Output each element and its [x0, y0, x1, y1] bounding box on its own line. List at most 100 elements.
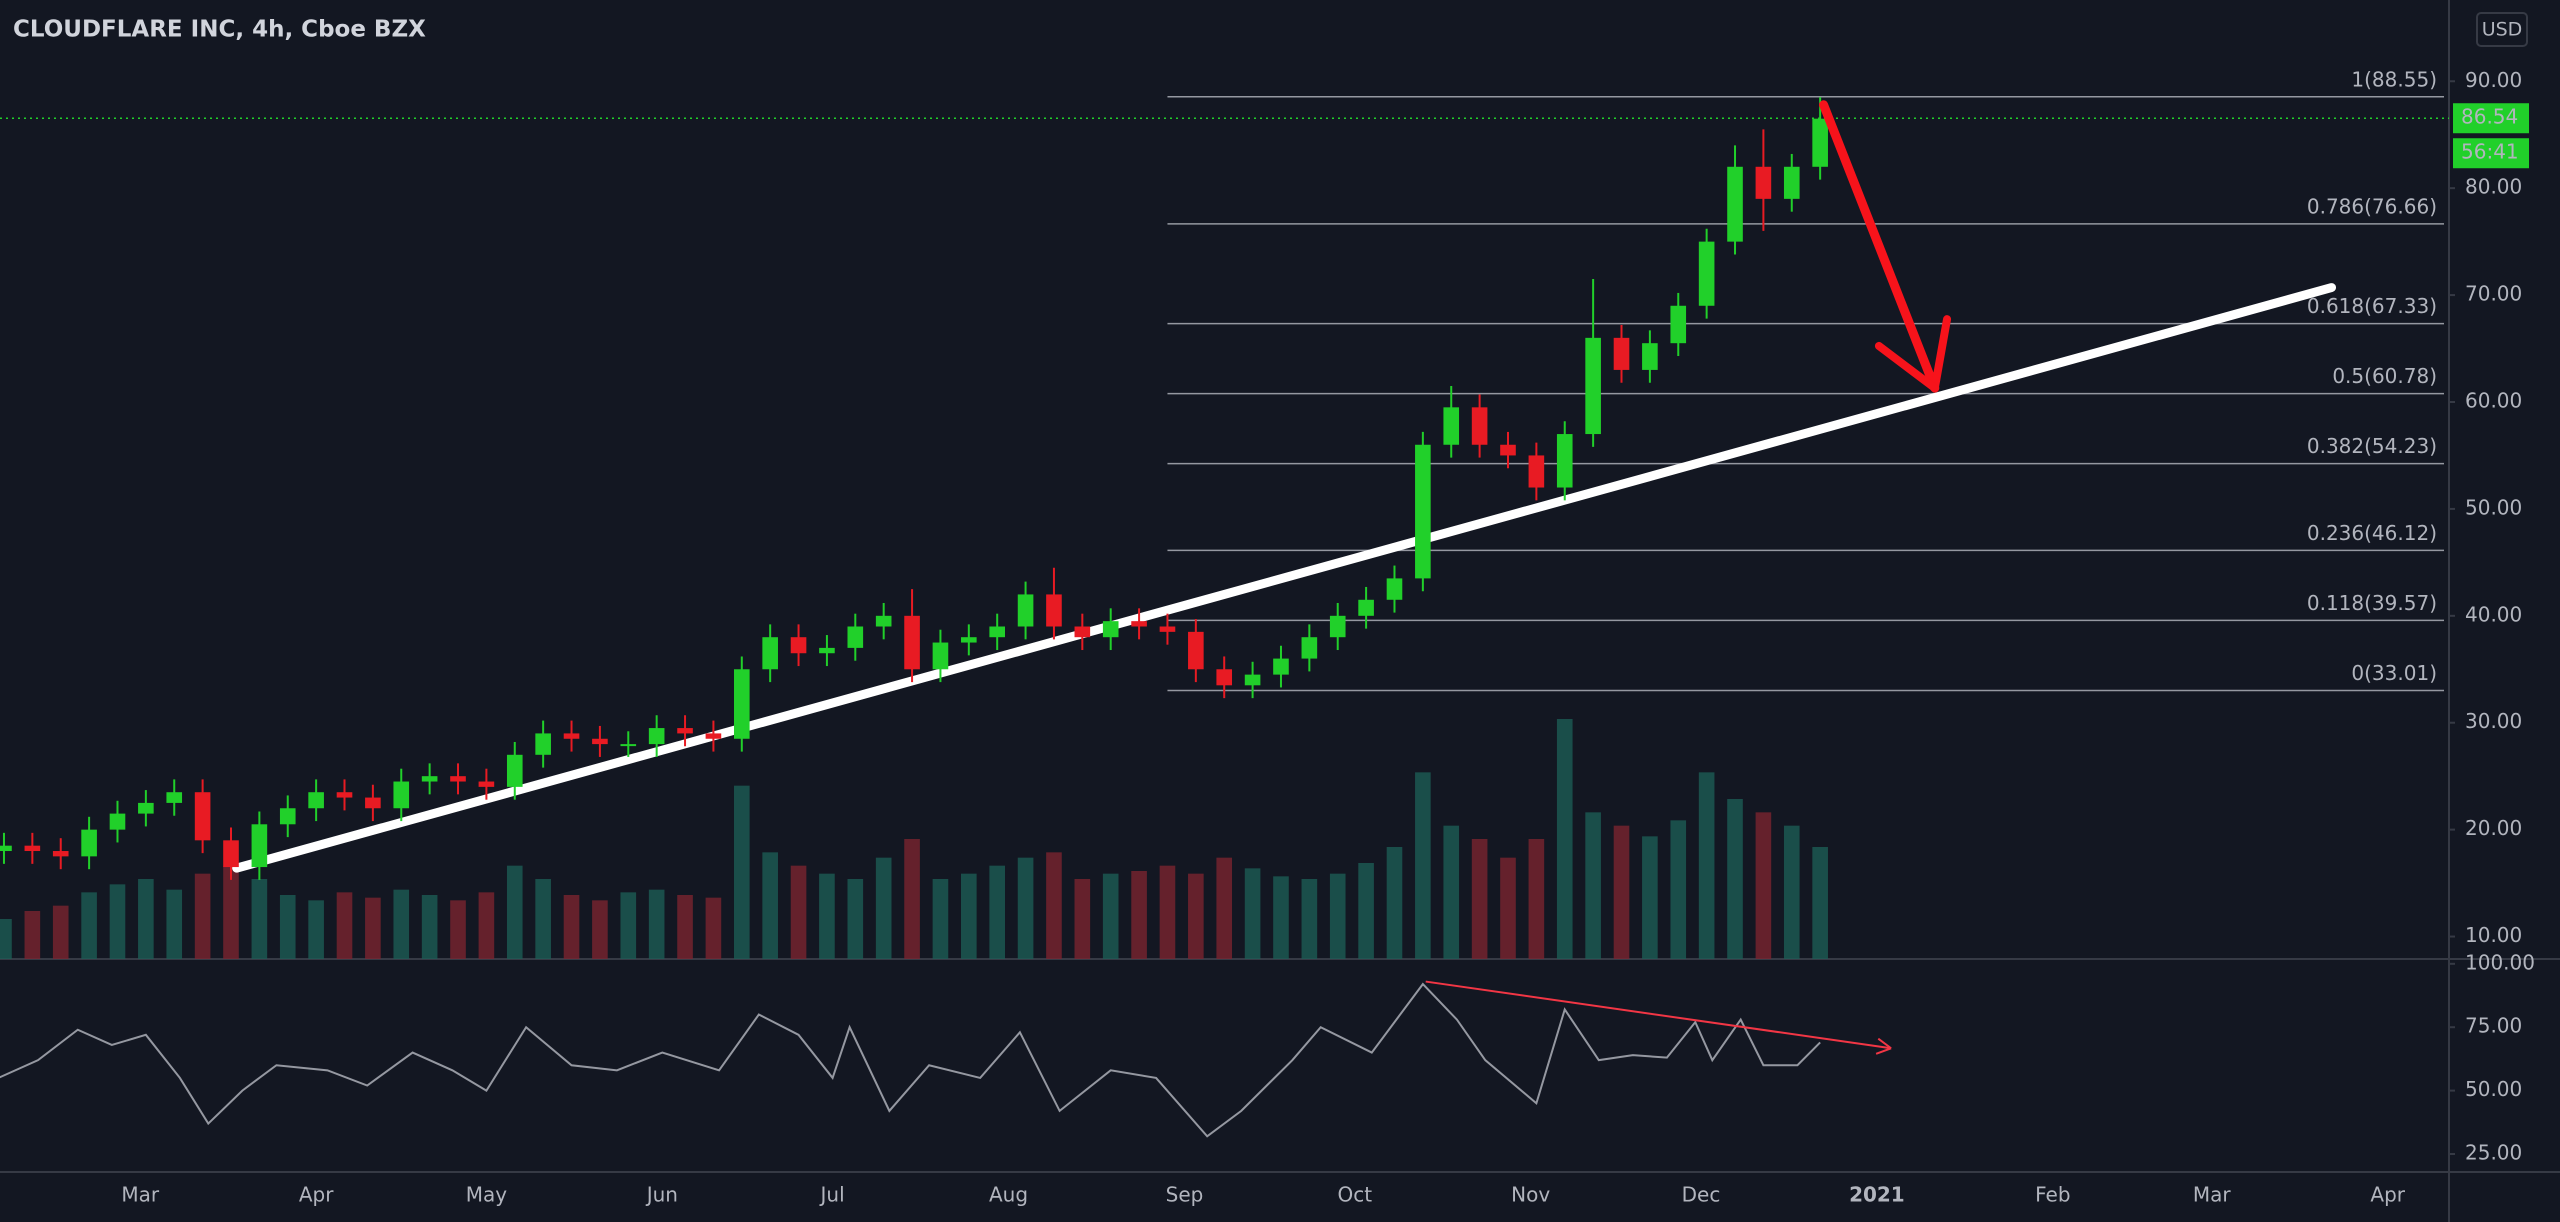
- volume-bar: [1727, 799, 1743, 959]
- y-tick-label: 30.00: [2465, 709, 2522, 733]
- arrow-head: [1930, 315, 1952, 393]
- volume-bar: [138, 879, 154, 959]
- last-price-box: [2453, 103, 2529, 134]
- rsi-trendline: [1425, 980, 1892, 1050]
- currency-button[interactable]: [2476, 12, 2528, 47]
- candle-body: [535, 733, 551, 755]
- fib-label: 1(88.55): [2351, 67, 2437, 91]
- candle-body: [563, 733, 580, 739]
- candle-body: [648, 728, 665, 745]
- candle-body: [365, 797, 381, 809]
- candle-body: [1017, 594, 1034, 627]
- x-tick-label: Apr: [2370, 1183, 2405, 1207]
- volume-bar: [989, 865, 1005, 959]
- volume-bar: [563, 895, 580, 959]
- volume-bar: [1812, 847, 1828, 959]
- candle-body: [1358, 599, 1374, 616]
- rsi-arrow-head: [1875, 1047, 1892, 1055]
- candle-body: [1102, 621, 1119, 638]
- candle-body: [279, 808, 296, 825]
- candle-body: [1585, 337, 1601, 435]
- volume-bar: [1556, 719, 1573, 959]
- y-tick-label: 50.00: [2465, 495, 2522, 519]
- x-tick-label: Sep: [1166, 1183, 1204, 1207]
- candle-body: [790, 637, 807, 654]
- volume-bar: [592, 900, 608, 959]
- candle-body: [1244, 674, 1261, 686]
- fib-label: 0.382(54.23): [2307, 434, 2437, 458]
- countdown-box: [2453, 138, 2529, 169]
- candle-body: [961, 637, 977, 643]
- candle-body: [421, 776, 438, 782]
- volume-bar: [1244, 868, 1261, 959]
- x-tick-label: Mar: [2193, 1183, 2232, 1207]
- trendline: [232, 283, 2337, 873]
- candle-body: [1528, 455, 1545, 488]
- rsi-arrow-head: [1877, 1037, 1892, 1050]
- candle-body: [1188, 631, 1204, 670]
- currency-label: USD: [2482, 19, 2523, 41]
- candle-body: [592, 738, 608, 745]
- candle-body: [1613, 337, 1630, 370]
- volume-bar: [1783, 825, 1800, 959]
- candle-body: [138, 802, 154, 814]
- volume-bar: [0, 919, 12, 959]
- candle-body: [1131, 621, 1147, 627]
- candle-body: [1273, 658, 1289, 675]
- x-tick-label: Jul: [819, 1183, 845, 1207]
- rsi-tick-label: 50.00: [2465, 1077, 2522, 1101]
- candle-body: [875, 615, 892, 627]
- candle-body: [847, 626, 864, 648]
- candle-body: [0, 845, 12, 852]
- candle-body: [1329, 615, 1346, 638]
- volume-bar: [1216, 857, 1233, 959]
- volume-bar: [847, 879, 864, 959]
- fib-label: 0.5(60.78): [2332, 364, 2437, 388]
- volume-bar: [705, 897, 722, 959]
- candle-body: [1755, 166, 1772, 199]
- volume-bar: [1415, 772, 1431, 959]
- candle-body: [52, 851, 69, 857]
- candle-body: [705, 733, 722, 739]
- candle-body: [904, 615, 920, 670]
- candle-body: [932, 642, 949, 670]
- volume-bar: [875, 857, 892, 959]
- volume-bar: [52, 905, 69, 959]
- candle-body: [1727, 166, 1743, 242]
- fib-label: 0.618(67.33): [2307, 294, 2437, 318]
- candle-body: [1642, 343, 1658, 370]
- y-tick-label: 20.00: [2465, 816, 2522, 840]
- rsi-tick-label: 25.00: [2465, 1140, 2522, 1164]
- rsi-tick-label: 100.00: [2465, 950, 2535, 974]
- rsi-tick-label: 75.00: [2465, 1014, 2522, 1038]
- candle-body: [1783, 166, 1800, 199]
- y-tick-label: 80.00: [2465, 175, 2522, 199]
- candle-body: [1159, 626, 1176, 632]
- volume-bar: [308, 900, 324, 959]
- volume-bar: [1273, 876, 1289, 959]
- volume-bar: [393, 889, 410, 959]
- x-tick-label: Aug: [989, 1183, 1028, 1207]
- x-tick-label: Mar: [121, 1183, 160, 1207]
- x-tick-label: Jun: [645, 1183, 678, 1207]
- x-tick-label: Nov: [1511, 1183, 1550, 1207]
- volume-bar: [677, 895, 693, 959]
- fib-label: 0.786(76.66): [2307, 194, 2437, 218]
- volume-bar: [790, 865, 807, 959]
- volume-bar: [81, 892, 97, 959]
- candle-body: [506, 754, 523, 787]
- volume-bar: [1159, 865, 1176, 959]
- candle-body: [308, 792, 324, 809]
- candle-body: [819, 647, 835, 654]
- rsi-line: [0, 982, 1821, 1138]
- volume-bar: [535, 879, 551, 959]
- candle-body: [762, 637, 778, 670]
- candle-body: [81, 829, 97, 857]
- candle-body: [989, 626, 1005, 638]
- y-tick-label: 10.00: [2465, 923, 2522, 947]
- volume-bar: [1471, 839, 1488, 959]
- fib-label: 0.236(46.12): [2307, 521, 2437, 545]
- candle-body: [1386, 578, 1403, 600]
